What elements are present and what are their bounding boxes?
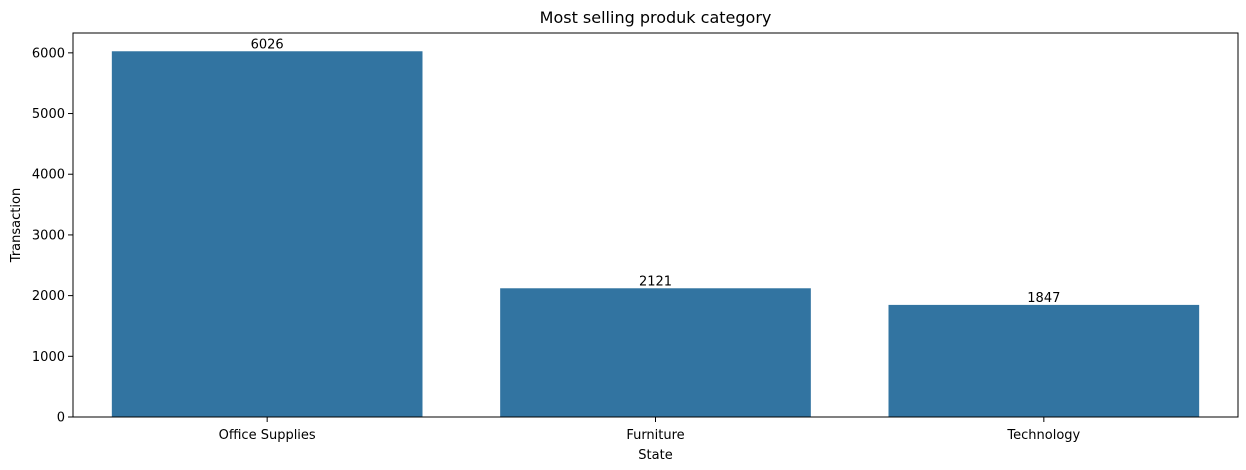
y-tick-label: 0 — [57, 411, 65, 426]
y-tick-label: 6000 — [32, 46, 65, 61]
y-tick-label: 5000 — [32, 107, 65, 122]
y-tick-label: 2000 — [32, 289, 65, 304]
bar-office-supplies — [111, 51, 423, 418]
y-axis: 0 1000 2000 3000 4000 5000 6000 — [32, 46, 73, 426]
x-tick-label: Furniture — [626, 428, 684, 443]
bar-furniture — [500, 288, 811, 417]
bar-technology — [888, 304, 1200, 417]
data-label: 2121 — [639, 274, 672, 289]
x-axis: Office Supplies Furniture Technology — [219, 417, 1081, 443]
x-tick-label: Technology — [1006, 428, 1080, 443]
y-axis-label: Transaction — [9, 188, 24, 263]
chart-title: Most selling produk category — [540, 8, 772, 27]
bar-labels-group: 6026 2121 1847 — [251, 37, 1061, 306]
data-label: 1847 — [1027, 291, 1060, 306]
data-label: 6026 — [251, 37, 284, 52]
y-tick-label: 1000 — [32, 350, 65, 365]
bars-group — [111, 51, 1200, 418]
y-tick-label: 3000 — [32, 228, 65, 243]
x-axis-label: State — [638, 448, 672, 463]
plot-area: 6026 2121 1847 — [72, 32, 1239, 418]
y-tick-label: 4000 — [32, 168, 65, 183]
x-tick-label: Office Supplies — [219, 428, 316, 443]
